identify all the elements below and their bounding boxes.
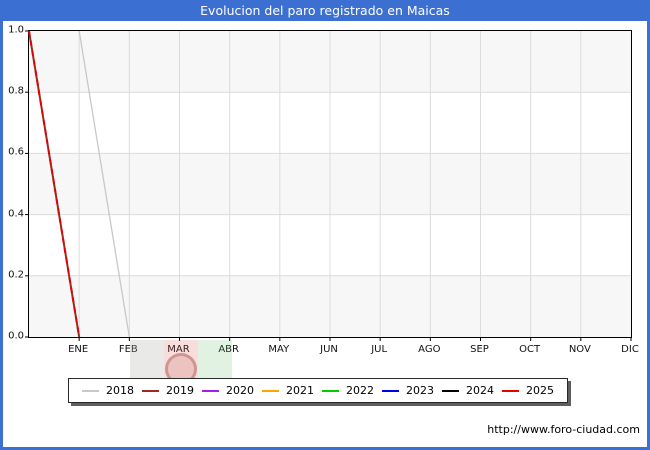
legend-swatch-icon: [322, 389, 339, 392]
x-tick-label: SEP: [470, 344, 489, 355]
legend-swatch-icon: [382, 389, 399, 392]
x-tick-label: FEB: [118, 344, 138, 355]
legend-label: 2022: [346, 384, 374, 397]
x-tick-label: DIC: [621, 344, 639, 355]
legend-item-2025: 2025: [502, 384, 554, 397]
legend-swatch-icon: [262, 389, 279, 392]
legend: 2018 2019 2020 2021 2022 2023 2024 2025: [68, 378, 568, 403]
x-tick-label: AGO: [418, 344, 441, 355]
x-tick-label: MAY: [268, 344, 290, 355]
frame-border-right: [647, 21, 650, 450]
legend-item-2018: 2018: [82, 384, 134, 397]
legend-item-2024: 2024: [442, 384, 494, 397]
x-tick-label: MAR: [167, 344, 190, 355]
series-line-2025: [28, 30, 81, 338]
x-tick-label: JUN: [320, 344, 338, 355]
legend-item-2021: 2021: [262, 384, 314, 397]
legend-label: 2020: [226, 384, 254, 397]
legend-item-2019: 2019: [142, 384, 194, 397]
y-tick-label: 0.2: [8, 269, 24, 281]
y-tick-label: 1.0: [8, 24, 24, 36]
y-tick-label: 0.0: [8, 330, 24, 342]
frame-border-bottom: [0, 447, 650, 450]
legend-item-2023: 2023: [382, 384, 434, 397]
x-tick-label: ENE: [68, 344, 89, 355]
y-tick-label: 0.4: [8, 208, 24, 220]
x-tick-label: JUL: [371, 344, 388, 355]
chart-canvas: [25, 30, 632, 341]
legend-item-2020: 2020: [202, 384, 254, 397]
legend-label: 2025: [526, 384, 554, 397]
chart-title: Evolucion del paro registrado en Maicas: [200, 3, 450, 18]
legend-label: 2023: [406, 384, 434, 397]
frame-border-left: [0, 21, 3, 450]
watermark-url: http://www.foro-ciudad.com: [487, 423, 640, 436]
y-tick-label: 0.6: [8, 146, 24, 158]
legend-label: 2021: [286, 384, 314, 397]
y-tick-label: 0.8: [8, 85, 24, 97]
legend-label: 2019: [166, 384, 194, 397]
legend-swatch-icon: [442, 389, 459, 392]
legend-swatch-icon: [142, 389, 159, 392]
chart-title-bar: Evolucion del paro registrado en Maicas: [0, 0, 650, 21]
x-tick-label: NOV: [568, 344, 591, 355]
x-tick-label: OCT: [519, 344, 541, 355]
legend-swatch-icon: [502, 389, 519, 392]
legend-label: 2024: [466, 384, 494, 397]
legend-label: 2018: [106, 384, 134, 397]
legend-swatch-icon: [82, 389, 99, 392]
legend-item-2022: 2022: [322, 384, 374, 397]
legend-swatch-icon: [202, 389, 219, 392]
series-line-2018: [78, 30, 130, 338]
x-tick-label: ABR: [218, 344, 239, 355]
plot-area: [25, 30, 632, 341]
